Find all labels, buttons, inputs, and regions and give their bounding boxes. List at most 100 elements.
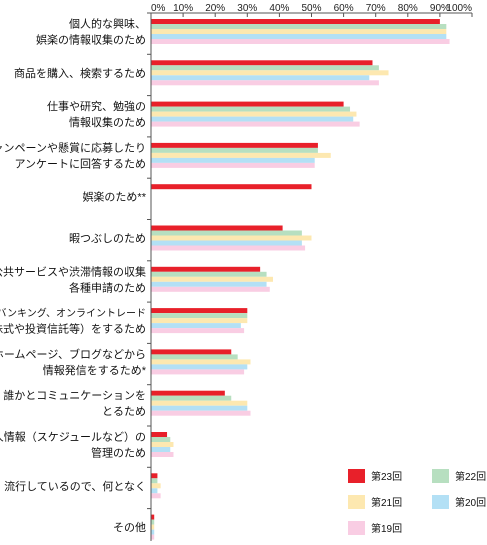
bar-4-第23回 — [151, 142, 318, 148]
bar-6-第23回 — [151, 225, 283, 231]
x-tick-label: 70% — [366, 3, 386, 14]
bar-8-第20回 — [151, 323, 241, 329]
category-label: アンケートに回答するため — [14, 156, 146, 170]
bar-3-第23回 — [151, 101, 344, 107]
legend-swatch — [348, 521, 365, 535]
bar-7-第23回 — [151, 266, 261, 272]
legend-label: 第20回 — [455, 496, 486, 509]
bar-4-第19回 — [151, 162, 315, 168]
bar-10-第19回 — [151, 410, 251, 416]
bar-9-第22回 — [151, 354, 238, 360]
category-label: 娯楽のため** — [82, 190, 146, 204]
bar-8-第19回 — [151, 328, 245, 334]
category-label: 各種申請のため — [69, 280, 146, 294]
bar-1-第19回 — [151, 39, 450, 44]
bar-3-第20回 — [151, 116, 354, 122]
bar-2-第22回 — [151, 65, 379, 71]
x-tick-label: 0% — [151, 3, 166, 14]
bar-6-第21回 — [151, 235, 312, 241]
category-label: キャンペーンや懸賞に応募したり — [0, 140, 146, 154]
x-tick-label: 20% — [205, 3, 225, 14]
bar-6-第20回 — [151, 240, 302, 246]
x-tick-label: 50% — [301, 3, 321, 14]
bar-4-第22回 — [151, 147, 318, 153]
category-label: （株式や投資信託等）をするため — [0, 322, 146, 336]
x-tick-label: 60% — [334, 3, 354, 14]
bar-3-第19回 — [151, 121, 360, 127]
bar-5-第23回 — [151, 184, 312, 190]
bar-11-第20回 — [151, 447, 171, 452]
bar-9-第23回 — [151, 349, 232, 355]
x-tick-label: 40% — [269, 3, 289, 14]
bar-2-第20回 — [151, 75, 370, 81]
category-label: とるため — [102, 405, 146, 418]
bar-13-第23回 — [151, 514, 155, 520]
bar-2-第23回 — [151, 60, 373, 66]
bar-10-第22回 — [151, 395, 232, 401]
bar-3-第21回 — [151, 111, 357, 117]
bar-3-第22回 — [151, 106, 351, 112]
category-label: 個人情報（スケジュールなど）の — [0, 431, 146, 444]
bar-8-第22回 — [151, 313, 248, 319]
category-label: 娯楽の情報収集のため — [36, 33, 146, 47]
category-label: 誰かとコミュニケーションを — [3, 388, 146, 402]
bar-12-第19回 — [151, 493, 161, 499]
x-tick-label: 10% — [173, 3, 193, 14]
legend-label: 第21回 — [371, 496, 402, 509]
bar-13-第22回 — [151, 519, 155, 525]
category-label: ホームページ、ブログなどから — [0, 347, 146, 361]
legend-label: 第22回 — [455, 470, 486, 483]
category-label: 流行しているので、何となく — [4, 479, 146, 493]
bar-11-第19回 — [151, 452, 174, 457]
legend-swatch — [432, 469, 449, 483]
x-tick-label: 90% — [430, 3, 450, 14]
bar-12-第23回 — [151, 473, 158, 479]
category-label: 個人的な興味、 — [69, 17, 146, 31]
category-label: 情報発信をするため* — [43, 363, 147, 377]
bar-7-第19回 — [151, 286, 270, 292]
bar-1-第20回 — [151, 34, 447, 39]
legend-swatch — [348, 469, 365, 483]
bar-10-第20回 — [151, 405, 248, 411]
bar-2-第21回 — [151, 70, 389, 76]
bar-7-第20回 — [151, 281, 267, 287]
bar-13-第19回 — [151, 534, 155, 540]
bar-11-第22回 — [151, 437, 171, 442]
bar-1-第22回 — [151, 24, 447, 29]
bar-11-第21回 — [151, 442, 174, 447]
bar-7-第21回 — [151, 276, 273, 282]
category-label: その他 — [113, 521, 146, 534]
bar-11-第23回 — [151, 432, 168, 437]
category-label: 商品を購入、検索するため — [14, 66, 146, 80]
category-label: 情報収集のため — [69, 115, 146, 129]
bar-7-第22回 — [151, 271, 267, 277]
bar-10-第23回 — [151, 390, 225, 396]
bar-2-第19回 — [151, 80, 379, 86]
bar-10-第21回 — [151, 400, 248, 406]
x-tick-label: 30% — [237, 3, 257, 14]
bar-12-第21回 — [151, 483, 161, 489]
x-tick-label: 100% — [446, 3, 472, 14]
bar-12-第20回 — [151, 488, 158, 494]
legend-swatch — [348, 495, 365, 509]
bar-13-第21回 — [151, 524, 155, 530]
bar-4-第21回 — [151, 152, 331, 158]
bar-9-第20回 — [151, 364, 248, 370]
bar-6-第19回 — [151, 245, 306, 251]
bar-8-第21回 — [151, 318, 248, 324]
bar-8-第23回 — [151, 308, 248, 314]
bar-1-第23回 — [151, 19, 440, 24]
category-label: ネットバンキング、オンライントレード — [0, 307, 146, 320]
bar-1-第21回 — [151, 29, 447, 34]
bar-6-第22回 — [151, 230, 302, 236]
legend-label: 第19回 — [371, 522, 402, 535]
x-tick-label: 80% — [398, 3, 418, 14]
category-label: 公共サービスや渋滞情報の収集 — [0, 264, 146, 278]
category-label: 仕事や研究、勉強の — [47, 99, 146, 113]
bar-9-第19回 — [151, 369, 245, 375]
bar-12-第22回 — [151, 478, 158, 484]
legend-label: 第23回 — [371, 470, 402, 483]
category-label: 管理のため — [91, 446, 146, 460]
legend-swatch — [432, 495, 449, 509]
